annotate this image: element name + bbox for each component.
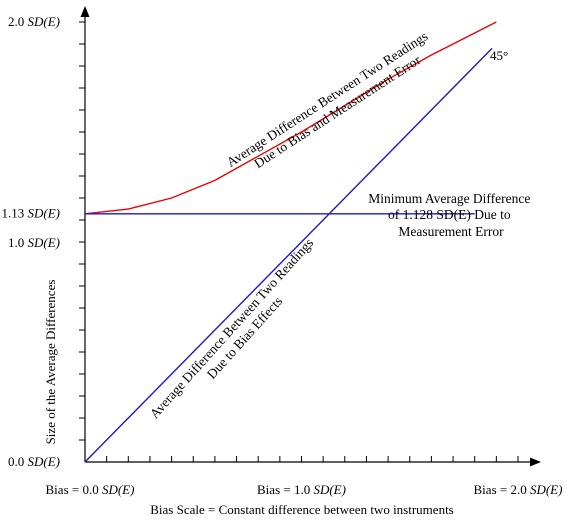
annotation-horizontal-line-3: Measurement Error — [398, 224, 504, 239]
annotation-red-curve: Average Difference Between Two Readings … — [224, 27, 442, 184]
x-tick-label: Bias = 0.0 SD(E) — [46, 482, 135, 497]
annotation-diagonal-line-1: Average Difference Between Two Readings — [147, 235, 317, 421]
y-axis-label: Size of the Average Differences — [43, 280, 58, 445]
y-tick-label: 0.0 SD(E) — [8, 454, 60, 469]
annotation-red-curve-line-2: Due to Bias and Measurement Error — [251, 52, 423, 171]
annotation-red-curve-line-1: Average Difference Between Two Readings — [224, 28, 431, 170]
minor-ticks — [79, 21, 519, 462]
annotation-horizontal-line: Minimum Average Difference of 1.128 SD(E… — [368, 191, 534, 239]
series-line-3 — [84, 47, 493, 463]
series-layer — [84, 21, 497, 463]
x-tick-label: Bias = 2.0 SD(E) — [474, 482, 563, 497]
annotation-45-degree: 45° — [490, 48, 508, 63]
x-axis-arrow — [530, 457, 541, 467]
series-line-1 — [84, 21, 497, 215]
y-tick-label: 1.0 SD(E) — [8, 235, 60, 250]
annotation-diagonal-line: Average Difference Between Two Readings … — [147, 233, 331, 432]
y-axis-arrow — [80, 6, 90, 17]
tick-labels: 0.0 SD(E) 1.0 SD(E) 1.13 SD(E) 2.0 SD(E) Bia… — [2, 14, 563, 497]
annotation-horizontal-line-1: Minimum Average Difference — [368, 191, 530, 206]
y-tick-label: 1.13 SD(E) — [2, 205, 61, 220]
annotation-horizontal-line-2: of 1.128 SD(E) Due to — [388, 207, 511, 222]
x-tick-label: Bias = 1.0 SD(E) — [257, 482, 346, 497]
x-axis-label: Bias Scale = Constant difference between… — [150, 502, 454, 517]
y-tick-label: 2.0 SD(E) — [8, 14, 60, 29]
